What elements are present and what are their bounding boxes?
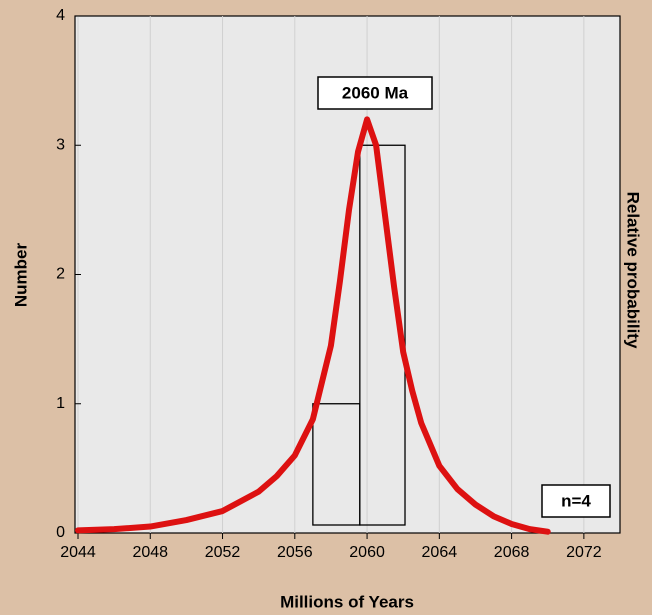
annotation: 2060 Ma — [342, 83, 409, 102]
x-tick-label: 2044 — [60, 544, 96, 561]
probability-curve — [75, 116, 551, 535]
x-tick-label: 2048 — [132, 544, 168, 561]
x-tick-label: 2064 — [422, 544, 458, 561]
annotation-box — [541, 484, 611, 518]
y2-axis-label: Relative probability — [624, 192, 643, 349]
annotation: n=4 — [561, 491, 591, 510]
x-tick-label: 2060 — [349, 544, 385, 561]
x-axis-label: Millions of Years — [280, 592, 414, 611]
x-tick-label: 2068 — [494, 544, 530, 561]
x-tick-label: 2072 — [566, 544, 602, 561]
y-tick-label: 2 — [56, 266, 65, 283]
y-tick-label: 1 — [56, 395, 65, 412]
y-axis-label: Number — [11, 243, 30, 308]
annotation-box — [317, 76, 433, 110]
y-tick-label: 4 — [56, 7, 65, 24]
x-tick-label: 2056 — [277, 544, 313, 561]
x-tick-label: 2052 — [205, 544, 241, 561]
y-tick-label: 3 — [56, 136, 65, 153]
y-tick-label: 0 — [56, 524, 65, 541]
histogram-bar — [359, 144, 406, 526]
